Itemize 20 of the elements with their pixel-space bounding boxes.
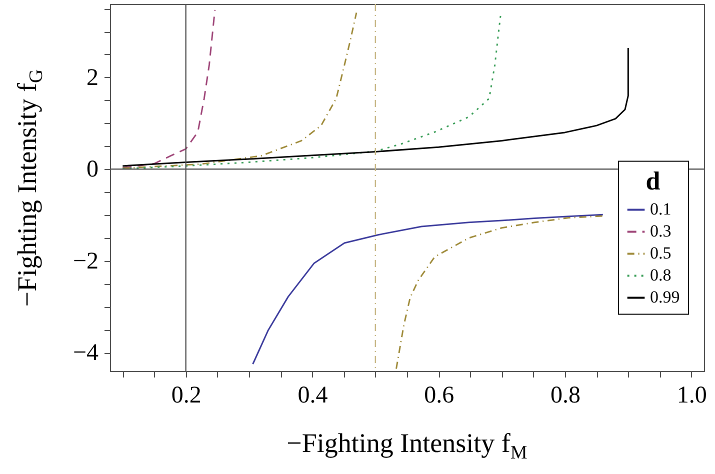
x-tick-label: 0.2 (171, 382, 202, 408)
y-tick-label: 0 (86, 156, 98, 183)
x-tick-label: 1.0 (676, 382, 707, 408)
x-tick-label: 0.8 (550, 382, 580, 408)
y-tick-label: −4 (72, 340, 98, 366)
x-tick-label: 0.4 (298, 382, 328, 408)
x-tick-label: 0.6 (424, 382, 454, 408)
legend-label: 0.99 (650, 288, 680, 307)
legend-label: 0.3 (650, 222, 672, 241)
line-series (122, 15, 502, 170)
legend-label: 0.1 (650, 200, 672, 219)
line-series (122, 9, 216, 169)
legend-title: d (646, 166, 661, 196)
y-tick-label: 2 (86, 64, 98, 91)
legend-label: 0.5 (650, 244, 672, 263)
line-series (122, 47, 629, 167)
legend-label: 0.8 (650, 266, 672, 285)
line-series (252, 214, 604, 365)
y-tick-label: −2 (72, 248, 98, 274)
x-axis-title: −Fighting Intensity f$_{M}$ (286, 428, 528, 464)
